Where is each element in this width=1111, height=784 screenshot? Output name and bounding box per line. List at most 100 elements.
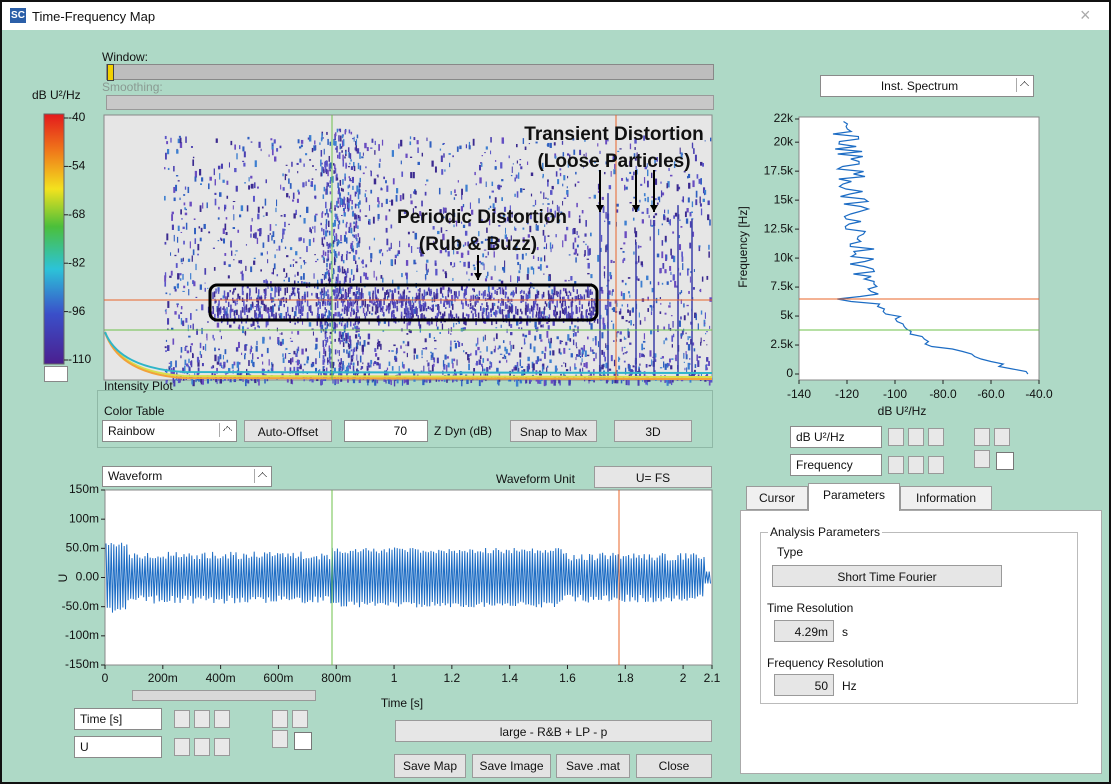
zoom-icon[interactable] [272,710,288,728]
x-axis-name[interactable]: dB U²/Hz [790,426,882,448]
spectrogram-cell [643,341,645,343]
spectrogram-cell [345,276,347,282]
save-mat-button[interactable]: Save .mat [556,754,630,778]
pan-icon[interactable] [974,450,990,468]
spectrogram-cell [455,343,457,349]
waveform-dropdown[interactable]: Waveform [102,466,272,487]
lock-icon[interactable] [888,428,904,446]
color-table-dropdown[interactable]: Rainbow [102,420,237,442]
spectrogram-cell [295,261,297,263]
save-map-button[interactable]: Save Map [394,754,466,778]
lock-icon[interactable] [174,710,190,728]
spectrogram-cell [635,231,637,237]
scale-icon[interactable] [194,738,210,756]
spectrogram-cell [190,241,191,248]
cursor-icon[interactable] [994,428,1010,446]
spectrogram-cell [480,351,482,352]
spectrogram-cell [340,144,342,150]
pan-icon[interactable] [272,730,288,748]
format-icon[interactable] [928,428,944,446]
spectrogram-cell [342,220,344,223]
spectrogram-cell [203,346,205,350]
time-scrollbar[interactable] [132,690,316,701]
spectrogram-cell [290,338,291,339]
snap-button[interactable]: Snap to Max [510,420,597,442]
spectrogram-cell [244,182,246,183]
spectrogram-cell [543,174,544,177]
spectrogram-cell [321,255,323,258]
spectrogram-cell [689,243,691,249]
spectrogram-cell [475,297,477,305]
spectrogram-cell [556,301,558,308]
spectrogram-cell [588,313,590,315]
spectrogram-cell [358,257,360,259]
spectrogram-cell [567,176,568,178]
spectrogram-cell [548,290,550,295]
cursor-icon[interactable] [292,710,308,728]
close-button[interactable]: Close [636,754,712,778]
spectrogram-cell [603,323,605,329]
spectrogram-cell [354,226,356,232]
format-icon[interactable] [214,738,230,756]
tab[interactable]: Information [900,486,992,510]
spectrogram-cell [367,379,368,386]
tab-active[interactable]: Parameters [808,483,900,511]
lock-icon[interactable] [174,738,190,756]
checkbox[interactable] [996,452,1014,470]
spectrogram-cell [469,145,471,149]
scale-icon[interactable] [908,428,924,446]
spectrogram-cell [179,198,180,200]
spectrogram-cell [354,213,356,219]
spectrogram-cell [280,342,282,346]
spectrogram-cell [195,264,196,270]
spectrogram-cell [567,186,568,188]
spectrogram-cell [275,312,277,318]
x-tick-label: -100 [883,387,907,401]
spectrogram-cell [669,266,671,271]
spectrogram-cell [315,261,317,262]
spectrogram-cell [251,346,252,352]
z-dyn-input[interactable]: 70 [344,420,428,442]
x-axis-name[interactable]: Time [s] [74,708,162,730]
save-image-button[interactable]: Save Image [472,754,551,778]
spectrogram-cell [362,260,364,265]
3d-button[interactable]: 3D [614,420,692,442]
format-icon[interactable] [214,710,230,728]
scale-icon[interactable] [908,456,924,474]
spectrogram-cell [321,322,323,325]
spectrogram-cell [218,356,220,360]
spectrogram-cell [701,208,702,215]
spectrogram-cell [520,188,522,192]
spectrogram-cell [254,258,256,259]
checkbox[interactable] [294,732,312,750]
spectrogram-cell [324,339,325,341]
spectrogram-cell [391,350,393,352]
spectrogram-cell [351,356,353,359]
spectrogram-cell [281,215,283,216]
spectrogram-cell [488,312,490,320]
zoom-icon[interactable] [974,428,990,446]
lock-icon[interactable] [888,456,904,474]
spectrogram-cell [386,185,388,191]
spectrum-dropdown[interactable]: Inst. Spectrum [820,75,1034,97]
spectrogram-cell [323,355,325,359]
spectrogram-cell [377,175,379,176]
spectrogram-cell [689,363,691,364]
spectrogram-cell [532,363,534,370]
x-tick-label: 600m [263,671,293,685]
spectrogram-cell [343,365,345,370]
auto-offset-button[interactable]: Auto-Offset [244,420,332,442]
spectrogram-cell [336,253,338,258]
spectrogram-cell [487,358,489,361]
y-axis-name[interactable]: U [74,736,162,758]
scale-icon[interactable] [194,710,210,728]
spectrogram-cell [657,203,659,205]
tab[interactable]: Cursor [746,486,808,510]
format-icon[interactable] [928,456,944,474]
spectrogram-cell [382,140,383,146]
spectrogram-cell [183,258,184,262]
spectrogram-cell [164,196,166,201]
y-axis-name[interactable]: Frequency [790,454,882,476]
spectrogram-cell [325,213,326,215]
spectrogram-cell [321,228,323,232]
